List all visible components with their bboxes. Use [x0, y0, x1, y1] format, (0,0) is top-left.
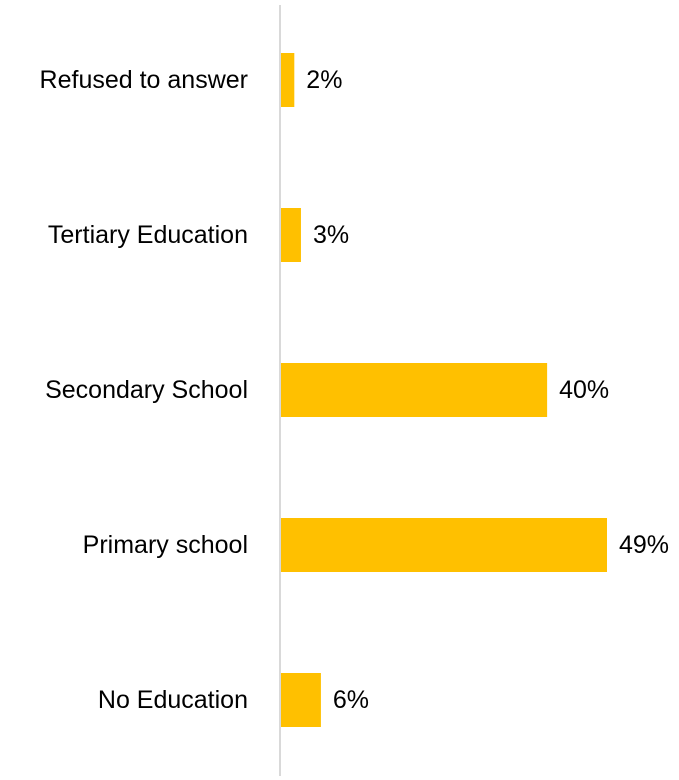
bar-1	[281, 208, 301, 262]
category-labels-group: Refused to answer Tertiary Education Secon…	[40, 66, 248, 714]
category-label-1: Tertiary Education	[48, 221, 248, 249]
bar-4	[281, 673, 321, 727]
data-label-2: 40%	[559, 376, 609, 404]
data-labels-group: 2% 3% 40% 49% 6%	[306, 66, 669, 714]
data-label-4: 6%	[333, 686, 369, 714]
bars-group	[281, 53, 607, 727]
data-label-0: 2%	[306, 66, 342, 94]
data-label-3: 49%	[619, 531, 669, 559]
category-label-2: Secondary School	[45, 376, 248, 404]
category-label-0: Refused to answer	[40, 66, 248, 94]
bar-3	[281, 518, 607, 572]
bar-2	[281, 363, 548, 417]
data-label-1: 3%	[313, 221, 349, 249]
category-label-3: Primary school	[83, 531, 248, 559]
bar-0	[281, 53, 295, 107]
category-label-4: No Education	[98, 686, 248, 714]
